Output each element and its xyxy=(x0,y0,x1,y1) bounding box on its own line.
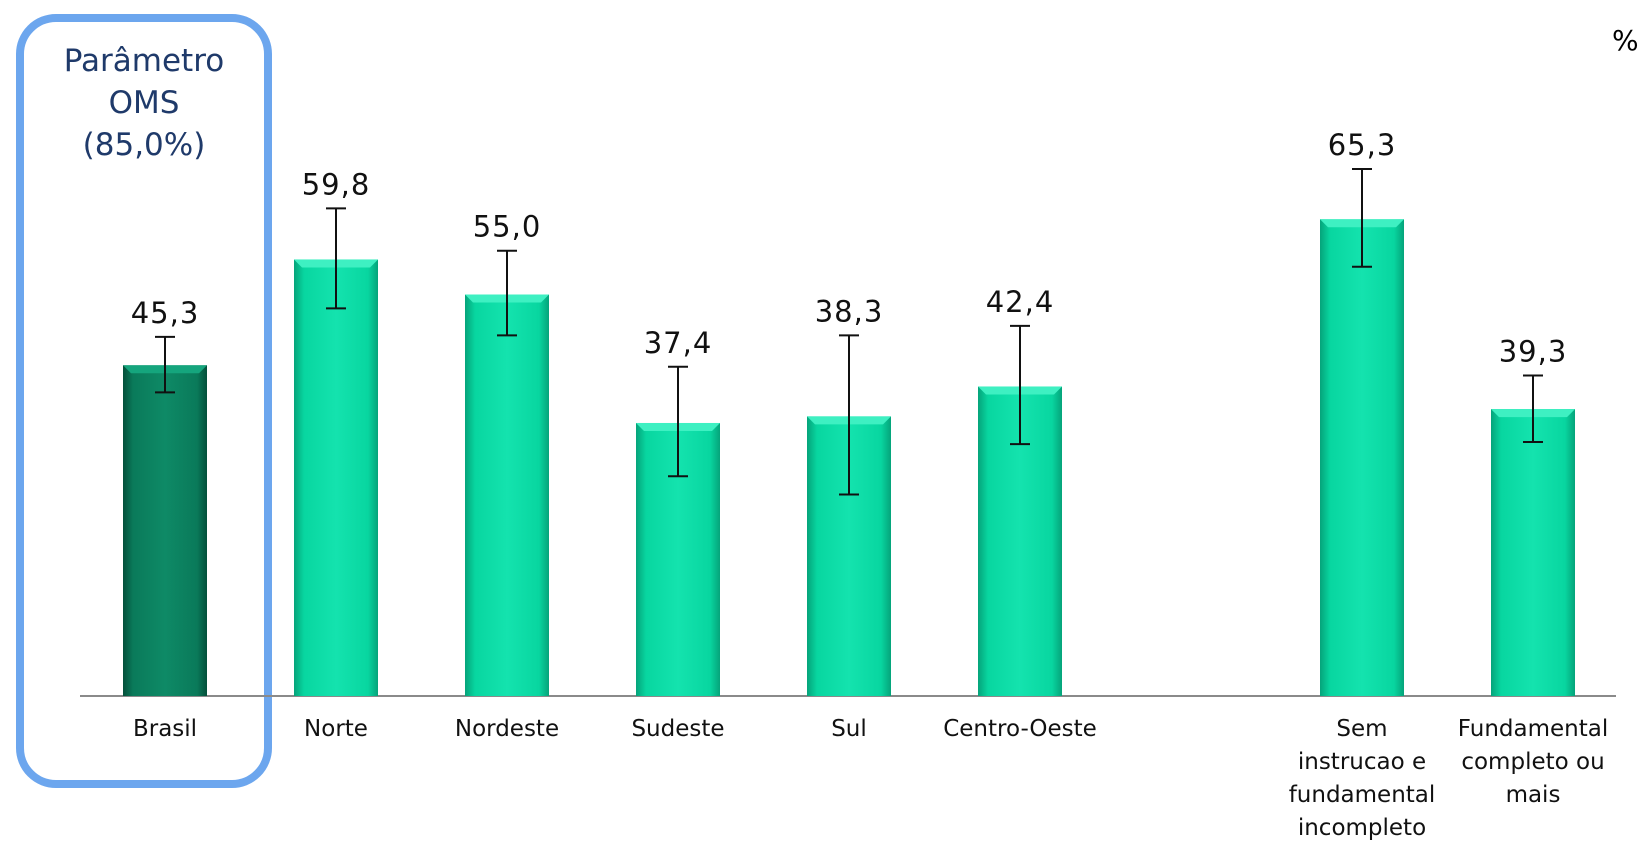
bar-0 xyxy=(123,365,207,696)
value-label-4: 38,3 xyxy=(815,294,884,328)
bar-2 xyxy=(465,294,549,696)
oms-parameter-line-3: (85,0%) xyxy=(82,127,206,163)
category-label-0: Brasil xyxy=(133,716,197,742)
value-label-0: 45,3 xyxy=(131,296,200,330)
oms-parameter-line-2: OMS xyxy=(108,85,180,121)
category-label-line-7-0: Fundamental xyxy=(1458,716,1608,742)
category-label-line-6-2: fundamental xyxy=(1289,782,1436,808)
category-label-1: Norte xyxy=(304,716,368,742)
oms-parameter-note: Parâmetro OMS (85,0%) xyxy=(24,40,264,166)
value-label-3: 37,4 xyxy=(644,326,713,360)
category-label-6: Sem instrucao e fundamental incompleto xyxy=(1289,716,1436,841)
oms-parameter-line-1: Parâmetro xyxy=(63,43,225,79)
bar-6 xyxy=(1320,219,1404,696)
value-label-7: 39,3 xyxy=(1499,335,1568,369)
category-label-line-2-0: Nordeste xyxy=(455,716,559,742)
category-label-line-3-0: Sudeste xyxy=(631,716,724,742)
category-label-4: Sul xyxy=(831,716,867,742)
category-label-line-6-3: incompleto xyxy=(1298,815,1426,841)
value-label-2: 55,0 xyxy=(473,210,542,244)
value-label-5: 42,4 xyxy=(986,285,1055,319)
category-label-line-6-1: instrucao e xyxy=(1298,749,1426,775)
bar-1 xyxy=(294,259,378,696)
category-label-2: Nordeste xyxy=(455,716,559,742)
value-label-1: 59,8 xyxy=(302,167,371,201)
category-label-line-0-0: Brasil xyxy=(133,716,197,742)
unit-label: % xyxy=(1612,24,1639,57)
category-label-line-7-2: mais xyxy=(1506,782,1561,808)
category-label-line-1-0: Norte xyxy=(304,716,368,742)
category-label-line-5-0: Centro-Oeste xyxy=(943,716,1097,742)
bar-7 xyxy=(1491,409,1575,696)
category-label-line-6-0: Sem xyxy=(1336,716,1387,742)
category-label-7: Fundamental completo ou mais xyxy=(1458,716,1608,808)
category-label-5: Centro-Oeste xyxy=(943,716,1097,742)
category-label-line-4-0: Sul xyxy=(831,716,867,742)
category-label-line-7-1: completo ou xyxy=(1461,749,1604,775)
value-label-6: 65,3 xyxy=(1328,128,1397,162)
category-label-3: Sudeste xyxy=(631,716,724,742)
oms-parameter-highlight-box xyxy=(16,14,272,788)
